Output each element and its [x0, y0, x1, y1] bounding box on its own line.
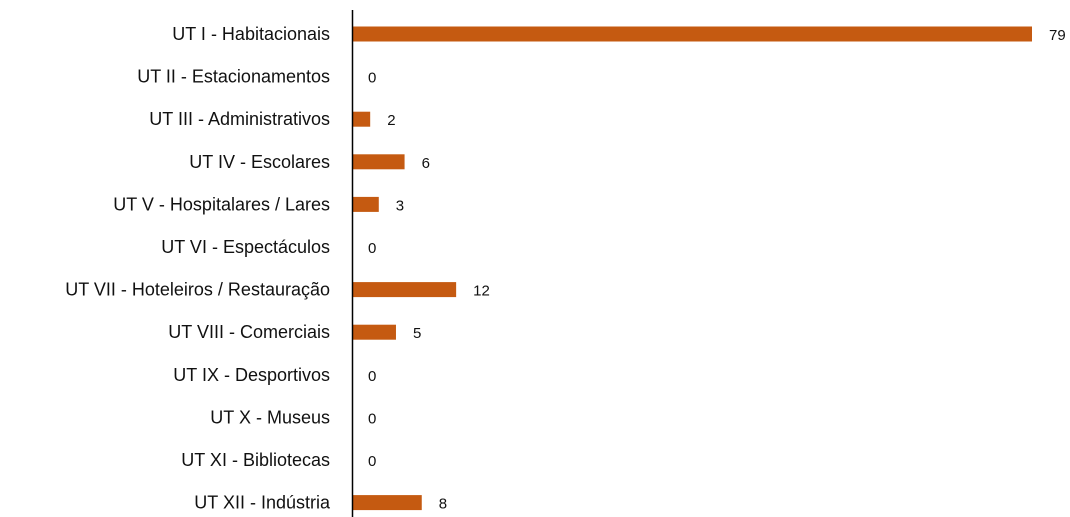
- value-label: 2: [387, 112, 395, 129]
- category-label: UT I - Habitacionais: [172, 24, 330, 44]
- bar: [353, 154, 405, 170]
- bar: [353, 196, 379, 212]
- category-label: UT III - Administrativos: [149, 109, 330, 129]
- value-label: 12: [473, 283, 490, 300]
- category-labels: UT I - Habitacionais UT II - Estacionamen…: [65, 24, 331, 513]
- value-label: 0: [368, 453, 376, 470]
- category-label: UT IV - Escolares: [189, 152, 330, 172]
- bars-layer: [353, 26, 1032, 511]
- value-label: 6: [422, 155, 430, 172]
- value-label: 0: [368, 368, 376, 385]
- category-label: UT VII - Hoteleiros / Restauração: [65, 280, 330, 300]
- category-label: UT X - Museus: [210, 407, 330, 427]
- value-label: 0: [368, 410, 376, 427]
- category-label: UT II - Estacionamentos: [137, 67, 330, 87]
- category-label: UT VI - Espectáculos: [161, 237, 330, 257]
- category-label: UT XII - Indústria: [194, 493, 331, 513]
- bar: [353, 324, 396, 340]
- bar: [353, 111, 371, 127]
- category-label: UT XI - Bibliotecas: [181, 450, 330, 470]
- value-labels: 79 0 2 6 3 0 12 5 0 0 0 8: [368, 27, 1066, 513]
- category-label: UT IX - Desportivos: [173, 365, 330, 385]
- category-label: UT V - Hospitalares / Lares: [113, 194, 330, 214]
- bar: [353, 495, 422, 511]
- value-label: 5: [413, 325, 421, 342]
- value-label: 79: [1049, 27, 1066, 44]
- value-label: 8: [439, 496, 447, 513]
- value-label: 0: [368, 70, 376, 87]
- value-label: 3: [396, 197, 404, 214]
- category-label: UT VIII - Comerciais: [168, 322, 330, 342]
- bar: [353, 26, 1032, 42]
- value-label: 0: [368, 240, 376, 257]
- bar: [353, 282, 457, 298]
